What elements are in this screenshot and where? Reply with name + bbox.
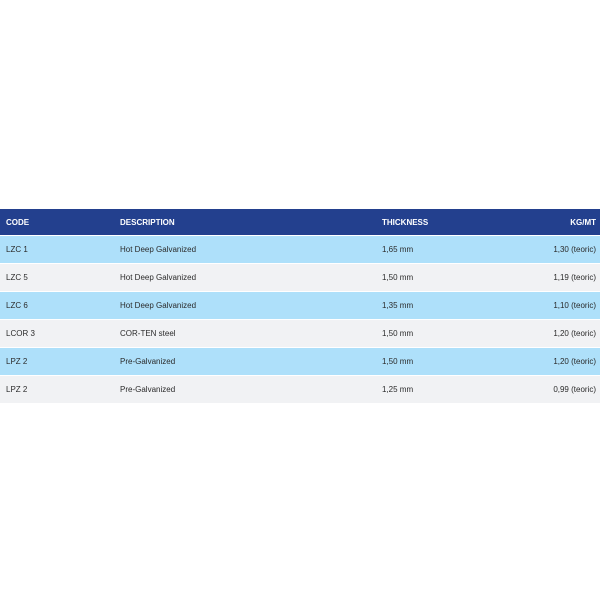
header-row: CODE DESCRIPTION THICKNESS KG/MT — [0, 209, 600, 236]
cell-description: Pre-Galvanized — [114, 347, 376, 376]
cell-thickness: 1,25 mm — [376, 375, 542, 403]
cell-code: LZC 6 — [0, 291, 114, 320]
cell-thickness: 1,50 mm — [376, 319, 542, 348]
table-row: LZC 6 Hot Deep Galvanized 1,35 mm 1,10 (… — [0, 291, 600, 320]
cell-kg-mt: 0,99 (teoric) — [542, 375, 600, 403]
cell-kg-mt: 1,20 (teoric) — [542, 347, 600, 376]
cell-description: COR-TEN steel — [114, 319, 376, 348]
cell-description: Hot Deep Galvanized — [114, 235, 376, 264]
product-spec-table: CODE DESCRIPTION THICKNESS KG/MT LZC 1 H… — [0, 209, 600, 403]
table-row: LPZ 2 Pre-Galvanized 1,25 mm 0,99 (teori… — [0, 375, 600, 403]
table-row: LZC 5 Hot Deep Galvanized 1,50 mm 1,19 (… — [0, 263, 600, 292]
table-body: LZC 1 Hot Deep Galvanized 1,65 mm 1,30 (… — [0, 235, 600, 403]
cell-kg-mt: 1,10 (teoric) — [542, 291, 600, 320]
cell-description: Pre-Galvanized — [114, 375, 376, 403]
cell-thickness: 1,65 mm — [376, 235, 542, 264]
header-thickness: THICKNESS — [376, 209, 542, 236]
table-row: LPZ 2 Pre-Galvanized 1,50 mm 1,20 (teori… — [0, 347, 600, 376]
table-header: CODE DESCRIPTION THICKNESS KG/MT — [0, 209, 600, 236]
cell-kg-mt: 1,19 (teoric) — [542, 263, 600, 292]
cell-kg-mt: 1,20 (teoric) — [542, 319, 600, 348]
table-row: LZC 1 Hot Deep Galvanized 1,65 mm 1,30 (… — [0, 235, 600, 264]
header-description: DESCRIPTION — [114, 209, 376, 236]
cell-thickness: 1,50 mm — [376, 263, 542, 292]
cell-code: LCOR 3 — [0, 319, 114, 348]
cell-thickness: 1,50 mm — [376, 347, 542, 376]
cell-kg-mt: 1,30 (teoric) — [542, 235, 600, 264]
cell-code: LPZ 2 — [0, 347, 114, 376]
cell-description: Hot Deep Galvanized — [114, 263, 376, 292]
table-row: LCOR 3 COR-TEN steel 1,50 mm 1,20 (teori… — [0, 319, 600, 348]
cell-thickness: 1,35 mm — [376, 291, 542, 320]
cell-code: LZC 5 — [0, 263, 114, 292]
cell-code: LZC 1 — [0, 235, 114, 264]
header-kg-mt: KG/MT — [542, 209, 600, 236]
cell-code: LPZ 2 — [0, 375, 114, 403]
header-code: CODE — [0, 209, 114, 236]
cell-description: Hot Deep Galvanized — [114, 291, 376, 320]
